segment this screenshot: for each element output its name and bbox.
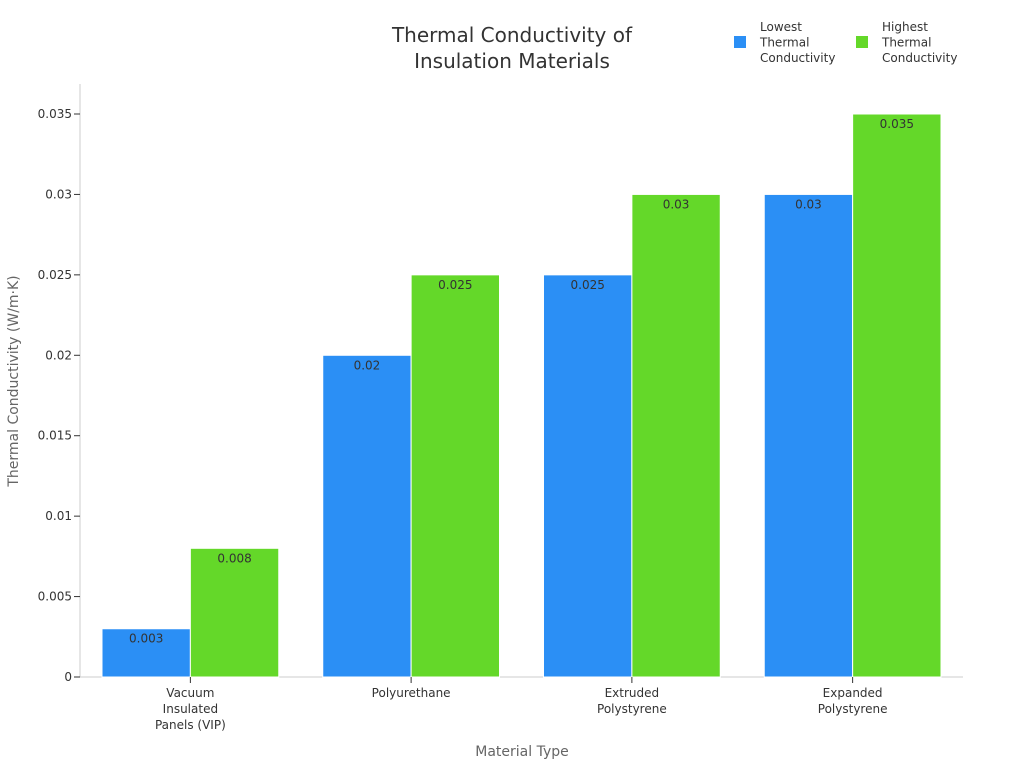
bar-highest-0 [189, 547, 280, 678]
data-label: 0.003 [129, 632, 163, 646]
bar-lowest-3 [763, 193, 854, 678]
legend-label: Highest Thermal Conductivity [881, 20, 957, 65]
y-axis-title: Thermal Conductivity (W/m·K) [6, 275, 22, 487]
y-tick-label: 0.025 [38, 268, 72, 282]
legend-label: Lowest Thermal Conductivity [759, 20, 835, 65]
bar-highest-1 [410, 274, 500, 678]
data-labels-group: 0.003 0.008 0.02 0.025 0.025 0.03 0.03 0.035 [129, 117, 914, 646]
data-label: 0.025 [571, 278, 605, 292]
y-tick-label: 0.015 [38, 429, 72, 443]
bars-group [101, 113, 942, 678]
data-label: 0.035 [880, 117, 914, 131]
data-label: 0.02 [354, 358, 381, 372]
x-tick-label: Vacuum Insulated Panels (VIP) [155, 686, 226, 732]
x-tick-label: Polyurethane [372, 686, 451, 700]
legend-item-highest: Highest Thermal Conductivity [856, 20, 957, 65]
legend-swatch [734, 36, 746, 48]
data-label: 0.025 [438, 278, 472, 292]
bar-lowest-2 [543, 274, 633, 678]
bar-lowest-1 [322, 354, 412, 678]
y-axis-ticks: 0 0.005 0.01 0.015 0.02 0.025 0.03 0.035 [38, 107, 80, 684]
y-tick-label: 0.03 [45, 187, 72, 201]
chart-legend: Lowest Thermal Conductivity Highest Thermal C… [734, 20, 957, 65]
x-axis-ticks: Vacuum Insulated Panels (VIP) Polyurethane E… [155, 677, 887, 732]
y-tick-label: 0.02 [45, 348, 72, 362]
bar-highest-3 [852, 113, 942, 678]
data-label: 0.008 [217, 551, 251, 565]
y-tick-label: 0.005 [38, 590, 72, 604]
x-axis-title: Material Type [475, 744, 568, 760]
legend-item-lowest: Lowest Thermal Conductivity [734, 20, 835, 65]
chart-title: Thermal Conductivity of Insulation Materi… [391, 23, 633, 73]
y-tick-label: 0.035 [38, 107, 72, 121]
bar-highest-2 [631, 193, 721, 678]
y-tick-label: 0.01 [45, 509, 72, 523]
x-tick-label: Extruded Polystyrene [597, 686, 667, 716]
x-tick-label: Expanded Polystyrene [818, 686, 888, 716]
y-tick-label: 0 [64, 670, 72, 684]
data-label: 0.03 [663, 197, 690, 211]
legend-swatch [856, 36, 868, 48]
data-label: 0.03 [795, 197, 822, 211]
